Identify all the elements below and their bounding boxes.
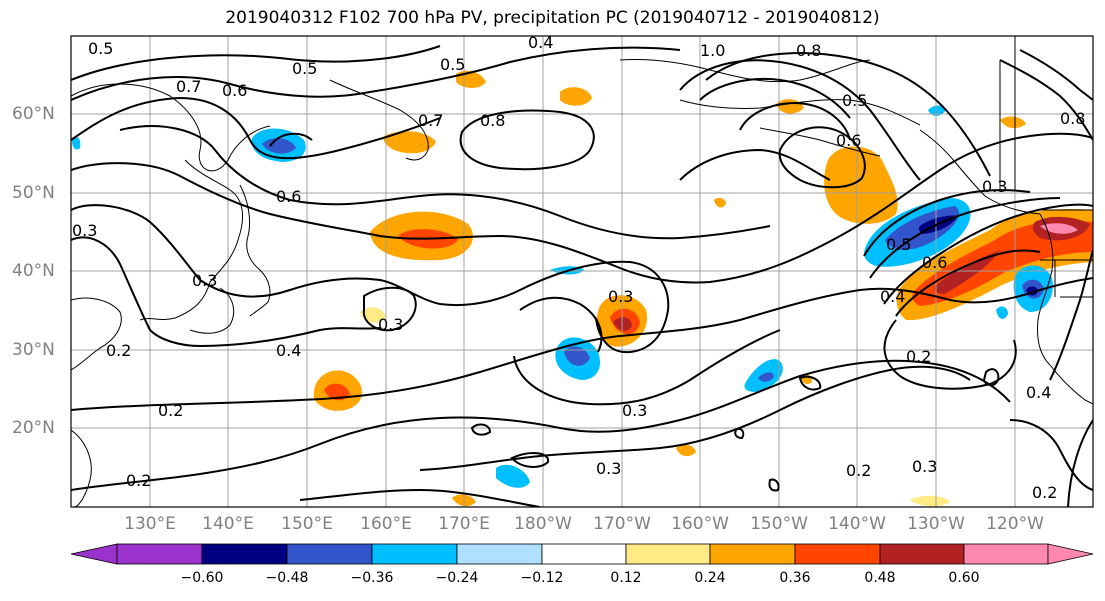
lon-label: 180°W <box>514 514 572 534</box>
contour-label: 0.6 <box>836 131 861 150</box>
contour-label: 0.3 <box>622 401 647 420</box>
contour-label: 0.6 <box>276 187 301 206</box>
colorbar-extend-low <box>70 543 118 565</box>
colorbar-extend-high <box>1047 543 1094 565</box>
contour-label: 0.3 <box>608 287 633 306</box>
contour-label: 0.3 <box>192 271 217 290</box>
gridlines <box>71 36 1093 507</box>
lon-label: 130°E <box>124 514 176 534</box>
contour-label: 0.2 <box>846 461 871 480</box>
lon-label: 140°W <box>828 514 886 534</box>
contour-label: 0.5 <box>886 235 911 254</box>
contour-label: 0.3 <box>378 315 403 334</box>
map-area <box>71 36 1093 507</box>
colorbar-cell <box>456 543 543 565</box>
map-frame <box>70 35 1094 508</box>
lon-label: 160°W <box>671 514 729 534</box>
contour-label: 0.2 <box>106 341 131 360</box>
colorbar-cell <box>371 543 458 565</box>
colorbar-tick-label: 0.36 <box>779 570 811 586</box>
colorbar-tick-label: 0.24 <box>694 570 726 586</box>
lat-label: 40°N <box>12 261 55 281</box>
precipitation-shading <box>72 70 1093 507</box>
colorbar-cell <box>116 543 203 565</box>
contour-label: 0.7 <box>176 77 201 96</box>
contour-label: 1.0 <box>700 41 725 60</box>
contour-label: 0.5 <box>292 59 317 78</box>
colorbar-cell <box>625 543 711 565</box>
contour-label: 0.4 <box>276 341 301 360</box>
lat-label: 20°N <box>12 418 55 438</box>
lon-label: 120°W <box>986 514 1044 534</box>
contour-label: 0.2 <box>1032 483 1057 502</box>
lon-label: 140°E <box>202 514 254 534</box>
colorbar-tick-label: −0.48 <box>265 570 309 586</box>
colorbar-cell <box>879 543 965 565</box>
lon-label: 170°E <box>438 514 490 534</box>
colorbar-tick-label: 0.12 <box>610 570 642 586</box>
colorbar-cell <box>201 543 288 565</box>
contour-label: 0.4 <box>880 287 905 306</box>
pv-contours <box>71 45 1093 507</box>
colorbar-cell <box>794 543 881 565</box>
contour-label: 0.3 <box>596 459 621 478</box>
colorbar-cell <box>541 543 627 565</box>
colorbar-tick-label: −0.60 <box>180 570 224 586</box>
colorbar-tick-label: −0.24 <box>435 570 479 586</box>
colorbar-tick-label: 0.60 <box>948 570 980 586</box>
contour-label: 0.3 <box>982 177 1007 196</box>
colorbar-tick-label: −0.36 <box>350 570 394 586</box>
contour-label: 0.8 <box>480 111 505 130</box>
contour-label: 0.6 <box>922 253 947 272</box>
contour-label: 0.2 <box>906 347 931 366</box>
map-title: 2019040312 F102 700 hPa PV, precipitatio… <box>225 8 880 28</box>
lon-label: 150°W <box>750 514 808 534</box>
lat-label: 50°N <box>12 183 55 203</box>
colorbar-tick-label: 0.48 <box>864 570 896 586</box>
colorbar-cell <box>286 543 373 565</box>
lon-label: 160°E <box>360 514 412 534</box>
contour-label: 0.8 <box>1060 109 1085 128</box>
contour-label: 0.4 <box>1026 383 1051 402</box>
contour-label: 0.3 <box>912 457 937 476</box>
contour-label: 0.5 <box>440 55 465 74</box>
contour-label: 0.8 <box>796 41 821 60</box>
contour-label: 0.5 <box>842 91 867 110</box>
lon-label: 130°W <box>907 514 965 534</box>
colorbar-cell <box>709 543 796 565</box>
colorbar <box>70 543 1094 565</box>
contour-label: 0.6 <box>222 81 247 100</box>
lon-label: 150°E <box>281 514 333 534</box>
contour-label: 0.5 <box>88 39 113 58</box>
colorbar-tick-label: −0.12 <box>520 570 564 586</box>
contour-label: 0.2 <box>158 401 183 420</box>
contour-label: 0.3 <box>72 221 97 240</box>
lat-label: 30°N <box>12 340 55 360</box>
contour-label: 0.2 <box>126 471 151 490</box>
lat-label: 60°N <box>12 104 55 124</box>
contour-labels: 0.5 0.7 0.6 0.5 0.4 0.5 0.7 0.8 1.0 0.8 … <box>72 33 1085 502</box>
contour-label: 0.4 <box>528 33 553 52</box>
colorbar-cell <box>963 543 1049 565</box>
contour-label: 0.7 <box>418 111 443 130</box>
lon-label: 170°W <box>593 514 651 534</box>
